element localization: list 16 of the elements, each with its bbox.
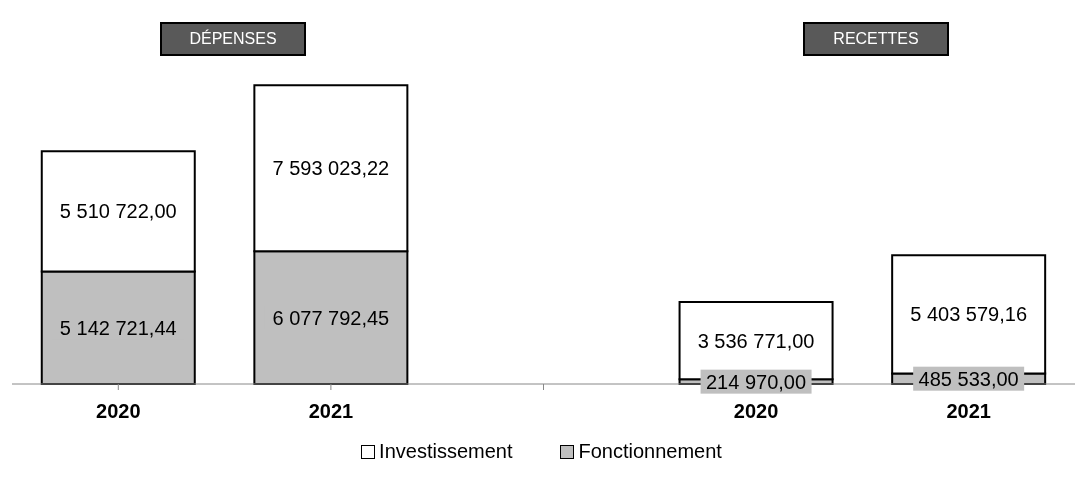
data-label: 5 142 721,44 <box>59 316 177 339</box>
x-tick-label: 2021 <box>308 400 354 423</box>
x-tick-label: 2021 <box>946 400 991 423</box>
data-label: 485 533,00 <box>918 367 1019 390</box>
x-tick-label: 2020 <box>733 400 779 423</box>
legend-label: Fonctionnement <box>577 440 722 463</box>
data-label: 7 593 023,22 <box>272 157 390 180</box>
data-label: 5 403 579,16 <box>910 303 1028 326</box>
data-label: 3 536 771,00 <box>697 329 815 352</box>
data-label: 6 077 792,45 <box>272 306 390 329</box>
text: RECETTES <box>803 22 949 56</box>
data-label: 214 970,00 <box>706 370 807 393</box>
legend-label: Investissement <box>378 440 513 463</box>
text: DÉPENSES <box>160 22 306 56</box>
x-tick-label: 2020 <box>96 400 141 423</box>
data-label: 5 510 722,00 <box>59 200 177 223</box>
